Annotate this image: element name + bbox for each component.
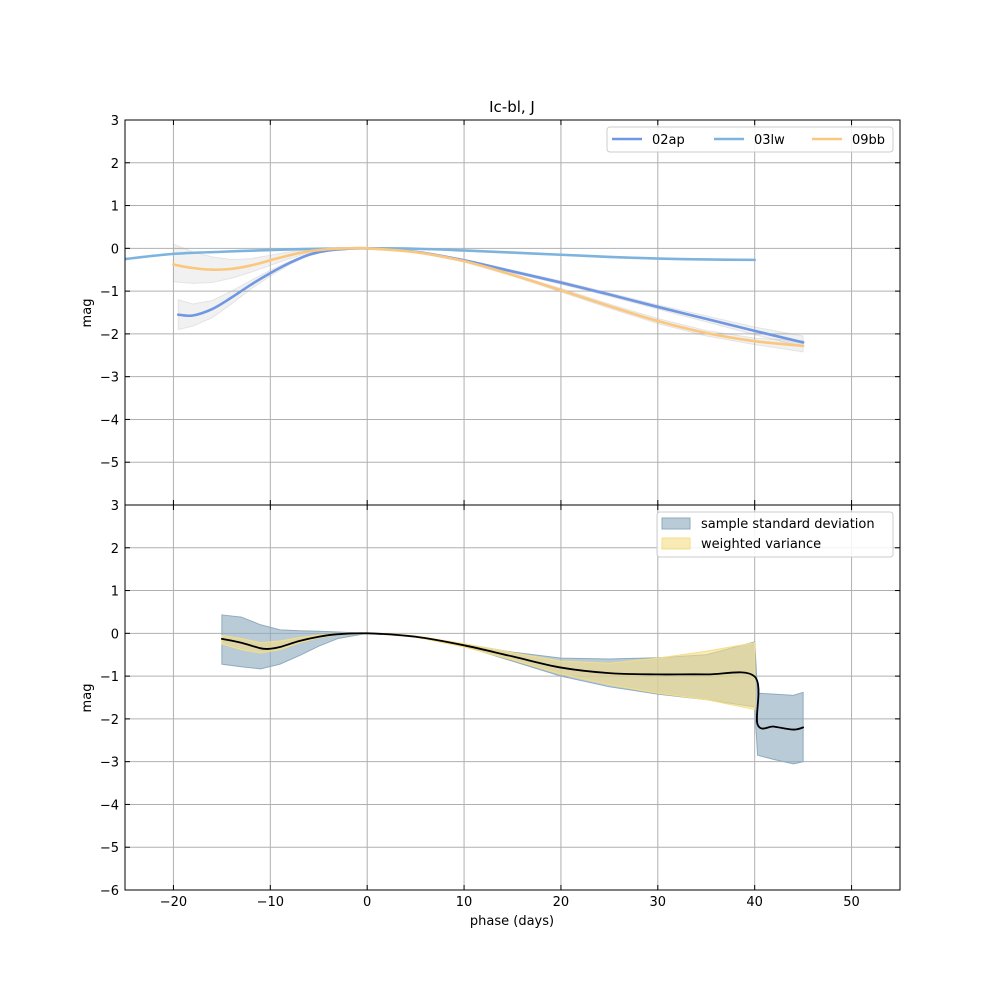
x-tick-label: 50	[843, 895, 860, 910]
top-y-tick-label: 2	[111, 157, 119, 172]
legend-swatch-weighted-variance	[661, 537, 691, 550]
bottom-y-tick-label: −2	[100, 713, 119, 728]
bottom-y-tick-label: −6	[100, 884, 119, 899]
top-y-tick-label: 3	[111, 114, 119, 129]
legend-label-03lw: 03lw	[754, 133, 785, 148]
legend-label-sample-standard-deviation: sample standard deviation	[701, 517, 875, 532]
bottom-frame	[124, 504, 901, 891]
bottom-legend-box	[656, 511, 894, 558]
band-weighted-variance	[221, 632, 756, 711]
top-y-tick-label: −2	[100, 328, 119, 343]
bottom-y-tick-label: −4	[100, 798, 119, 813]
top-frame	[124, 119, 901, 506]
x-axis-label: phase (days)	[470, 914, 554, 929]
x-tick-label: −20	[160, 895, 187, 910]
series-line-09bb	[172, 246, 805, 348]
bottom-y-tick-label: −5	[100, 841, 119, 856]
top-legend: 02ap 03lw 09bb	[606, 126, 894, 153]
top-y-tick-label: −4	[100, 413, 119, 428]
x-tick-label: 40	[746, 895, 763, 910]
x-tick-label: 0	[363, 895, 371, 910]
legend-label-02ap: 02ap	[652, 133, 685, 148]
series-line-03lw	[125, 247, 756, 262]
top-panel: 3 2 1 0 −1 −2 −3 −4 −5 02ap 03lw 09bb	[100, 114, 901, 506]
top-y-tick-label: 1	[111, 200, 119, 215]
bottom-y-tick-label: 2	[111, 542, 119, 557]
bottom-y-axis-label: mag	[80, 684, 95, 713]
top-y-tick-label: 0	[111, 242, 119, 257]
legend-label-09bb: 09bb	[852, 133, 885, 148]
top-y-axis-label: mag	[80, 299, 95, 328]
x-tick-label: 30	[650, 895, 667, 910]
legend-label-weighted-variance: weighted variance	[701, 537, 821, 552]
bottom-legend: sample standard deviation weighted varian…	[656, 511, 894, 558]
top-legend-box	[606, 126, 894, 153]
x-tick-label: 20	[553, 895, 570, 910]
bottom-y-tick-label: −1	[100, 670, 119, 685]
chart-title: Ic-bl, J	[489, 98, 535, 116]
bottom-y-tick-label: −3	[100, 756, 119, 771]
bottom-y-tick-label: 1	[111, 585, 119, 600]
bottom-panel: −20 −10 0 10 20 30 40 503210−1−2−3−4−5−6sample …	[100, 499, 901, 910]
legend-swatch-sample-standard-deviation	[661, 517, 691, 530]
bottom-y-tick-label: 3	[111, 499, 119, 514]
series-line-mean	[220, 632, 805, 731]
top-y-tick-label: −5	[100, 456, 119, 471]
top-y-tick-label: −1	[100, 285, 119, 300]
top-plot-area	[125, 243, 805, 353]
x-tick-label: −10	[257, 895, 284, 910]
bottom-y-tick-label: 0	[111, 627, 119, 642]
x-tick-label: 10	[456, 895, 473, 910]
top-y-tick-label: −3	[100, 371, 119, 386]
bottom-plot-area	[220, 614, 805, 765]
